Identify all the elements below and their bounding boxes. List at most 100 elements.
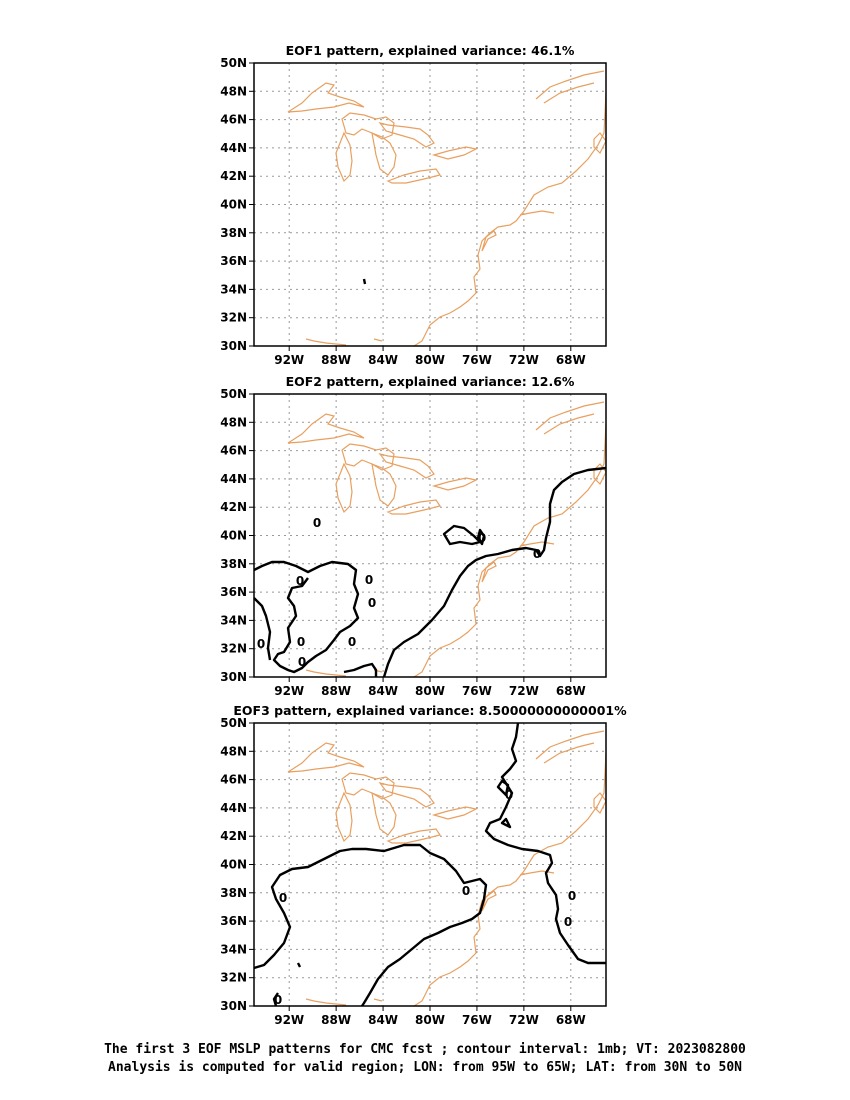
contour-zero-label: 0 bbox=[274, 993, 282, 1007]
lat-tick-label: 42N bbox=[220, 829, 247, 843]
lat-tick-label: 30N bbox=[220, 339, 247, 353]
lat-tick-label: 44N bbox=[220, 141, 247, 155]
coastline-path bbox=[386, 168, 441, 184]
lon-tick-label: 92W bbox=[274, 684, 304, 698]
coastline-path bbox=[481, 561, 497, 583]
contour-zero-label: 0 bbox=[462, 884, 470, 898]
coastline-path bbox=[535, 401, 605, 431]
coastline-path bbox=[543, 413, 595, 435]
lat-tick-label: 46N bbox=[220, 113, 247, 127]
grid-lines bbox=[254, 394, 606, 677]
zero-contour-line bbox=[253, 843, 488, 1007]
lon-tick-label: 92W bbox=[274, 353, 304, 367]
coastline-path bbox=[305, 998, 347, 1006]
coastline-path bbox=[305, 669, 347, 677]
zero-contour-line bbox=[272, 992, 279, 1007]
lat-tick-label: 50N bbox=[220, 56, 247, 70]
coastline-path bbox=[335, 131, 353, 183]
lat-tick-label: 42N bbox=[220, 169, 247, 183]
coastline-path bbox=[519, 541, 555, 547]
coastline-path bbox=[371, 463, 397, 507]
lon-tick-label: 68W bbox=[556, 684, 586, 698]
contour-zero-label: 0 bbox=[505, 788, 513, 802]
zero-contour-line bbox=[476, 528, 486, 546]
coastline-path bbox=[535, 730, 605, 760]
coastline-path bbox=[373, 998, 383, 1002]
lat-tick-label: 40N bbox=[220, 858, 247, 872]
coastline-path bbox=[593, 463, 607, 486]
panel-title: EOF3 pattern, explained variance: 8.5000… bbox=[233, 703, 627, 718]
lon-tick-label: 84W bbox=[368, 684, 398, 698]
zero-contour-line bbox=[253, 597, 272, 661]
eof-contours bbox=[362, 278, 367, 285]
panel-title: EOF2 pattern, explained variance: 12.6% bbox=[286, 374, 575, 389]
lat-tick-label: 46N bbox=[220, 444, 247, 458]
coastline-path bbox=[305, 338, 347, 346]
coastline-path bbox=[543, 82, 595, 104]
coastline-path bbox=[287, 742, 365, 773]
contour-zero-label: 0 bbox=[296, 574, 304, 588]
zero-contour-line bbox=[296, 962, 302, 968]
lat-tick-label: 32N bbox=[220, 971, 247, 985]
coastline bbox=[287, 730, 607, 1007]
lat-tick-label: 30N bbox=[220, 999, 247, 1013]
lat-tick-label: 50N bbox=[220, 387, 247, 401]
lat-tick-label: 48N bbox=[220, 744, 247, 758]
eof-contours bbox=[253, 466, 607, 678]
coastline-path bbox=[431, 806, 478, 820]
coastline-path bbox=[413, 423, 607, 678]
contour-zero-label: 0 bbox=[564, 915, 572, 929]
grid-lines bbox=[254, 63, 606, 346]
grid-lines bbox=[254, 723, 606, 1006]
lon-tick-label: 72W bbox=[509, 684, 539, 698]
coastline bbox=[287, 401, 607, 678]
coastline-path bbox=[593, 132, 607, 155]
lon-tick-label: 84W bbox=[368, 353, 398, 367]
coastline-path bbox=[386, 499, 441, 515]
eof-panel-2: EOF2 pattern, explained variance: 12.6% 0… bbox=[220, 374, 607, 698]
lat-tick-label: 48N bbox=[220, 84, 247, 98]
zero-contour-line bbox=[382, 466, 607, 678]
contour-zero-label: 0 bbox=[297, 635, 305, 649]
lon-tick-label: 80W bbox=[415, 684, 445, 698]
coastline-path bbox=[287, 413, 365, 444]
coastline-path bbox=[413, 92, 607, 347]
contour-zero-label: 0 bbox=[348, 635, 356, 649]
coastline-path bbox=[378, 122, 435, 148]
coastline-path bbox=[543, 742, 595, 764]
lat-tick-label: 42N bbox=[220, 500, 247, 514]
lat-tick-label: 36N bbox=[220, 914, 247, 928]
lon-tick-label: 72W bbox=[509, 1013, 539, 1027]
coastline-path bbox=[341, 112, 395, 140]
lat-tick-label: 38N bbox=[220, 226, 247, 240]
lat-tick-label: 38N bbox=[220, 886, 247, 900]
coastline bbox=[287, 70, 607, 347]
lat-tick-label: 32N bbox=[220, 311, 247, 325]
contour-zero-label: 0 bbox=[368, 596, 376, 610]
eof-panel-3: EOF3 pattern, explained variance: 8.5000… bbox=[220, 703, 627, 1027]
coastline-path bbox=[341, 772, 395, 800]
caption-line-1: The first 3 EOF MSLP patterns for CMC fc… bbox=[104, 1042, 746, 1057]
lon-tick-label: 72W bbox=[509, 353, 539, 367]
lon-tick-label: 68W bbox=[556, 1013, 586, 1027]
contour-zero-label: 0 bbox=[568, 889, 576, 903]
lat-tick-label: 32N bbox=[220, 642, 247, 656]
coastline-path bbox=[413, 752, 607, 1007]
eof-map-figure: EOF1 pattern, explained variance: 46.1% 5… bbox=[220, 43, 627, 1027]
contour-zero-label: 0 bbox=[298, 655, 306, 669]
lat-tick-label: 50N bbox=[220, 716, 247, 730]
coastline-path bbox=[371, 792, 397, 836]
coastline-path bbox=[519, 870, 555, 876]
lon-tick-label: 92W bbox=[274, 1013, 304, 1027]
lat-tick-label: 40N bbox=[220, 198, 247, 212]
lat-tick-label: 44N bbox=[220, 801, 247, 815]
lon-tick-label: 68W bbox=[556, 353, 586, 367]
coastline-path bbox=[481, 890, 497, 912]
coastline-path bbox=[593, 792, 607, 815]
lat-tick-label: 38N bbox=[220, 557, 247, 571]
lat-tick-label: 40N bbox=[220, 529, 247, 543]
lon-tick-label: 76W bbox=[462, 1013, 492, 1027]
coastline-path bbox=[341, 443, 395, 471]
lon-tick-label: 84W bbox=[368, 1013, 398, 1027]
lon-tick-label: 76W bbox=[462, 353, 492, 367]
